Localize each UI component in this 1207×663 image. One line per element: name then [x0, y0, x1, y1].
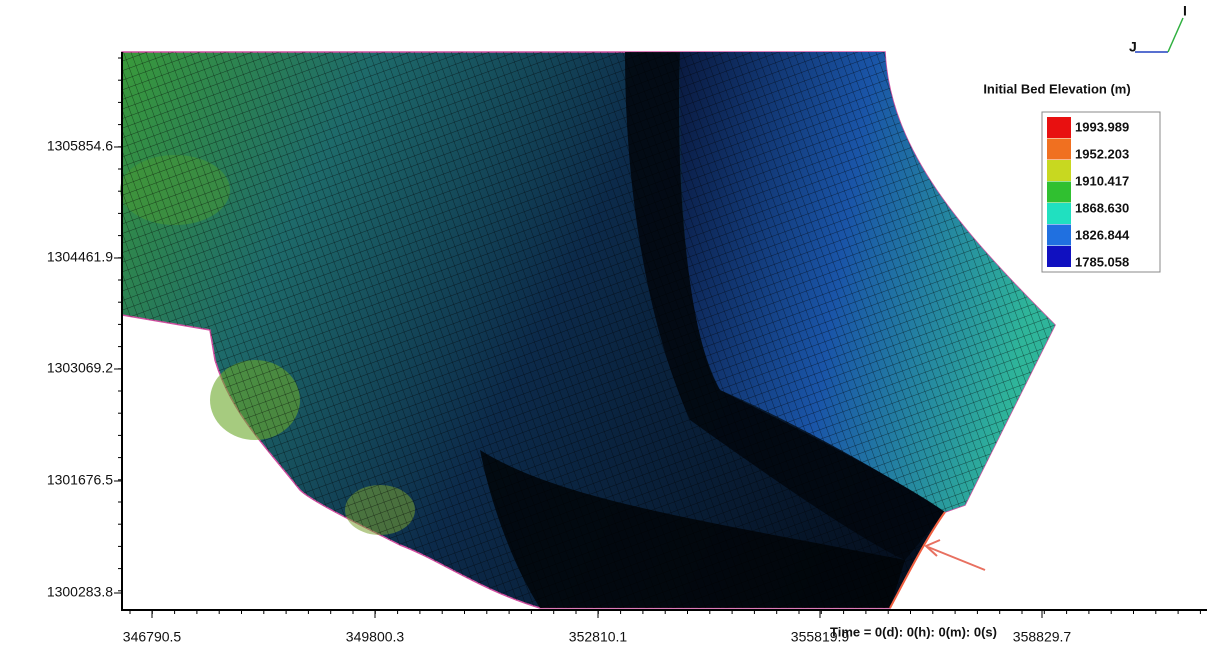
- x-tick-label: 358829.7: [1013, 629, 1072, 645]
- y-tick-label: 1303069.2: [47, 360, 113, 376]
- time-label: Time = 0(d): 0(h): 0(m): 0(s): [830, 624, 997, 639]
- legend-label: 1993.989: [1075, 119, 1129, 134]
- legend-label: 1910.417: [1075, 173, 1129, 188]
- x-tick-label: 355819.9: [791, 629, 850, 645]
- legend-swatch: [1047, 224, 1071, 246]
- legend-title: Initial Bed Elevation (m): [983, 81, 1130, 96]
- mesh-area: [120, 51, 1056, 609]
- legend-label: 1868.630: [1075, 200, 1129, 215]
- i-label: I: [1183, 3, 1187, 19]
- y-tick-label: 1300283.8: [47, 584, 113, 600]
- orientation: J I: [1129, 3, 1187, 55]
- legend-swatch: [1047, 181, 1071, 203]
- j-label: J: [1129, 39, 1137, 55]
- arrow: [924, 539, 986, 571]
- legend-label: 1826.844: [1075, 227, 1130, 242]
- ticks: 1305854.6 1304461.9 1303069.2 1301676.5 1300…: [47, 57, 1201, 645]
- legend-swatch: [1047, 117, 1071, 138]
- legend-swatch: [1047, 160, 1071, 181]
- y-tick-label: 1301676.5: [47, 472, 113, 488]
- x-tick-label: 346790.5: [123, 629, 182, 645]
- x-tick-label: 352810.1: [569, 629, 628, 645]
- legend-label: 1785.058: [1075, 254, 1129, 269]
- x-tick-label: 349800.3: [346, 629, 405, 645]
- legend: 1993.989 1952.203 1910.417 1868.630 1826.844…: [1041, 111, 1161, 273]
- axes: [121, 52, 1207, 611]
- legend-label: 1952.203: [1075, 146, 1129, 161]
- legend-swatch: [1047, 203, 1071, 224]
- y-tick-label: 1305854.6: [47, 138, 113, 154]
- legend-swatch: [1047, 138, 1071, 160]
- y-tick-label: 1304461.9: [47, 249, 113, 265]
- legend-swatch: [1047, 246, 1071, 267]
